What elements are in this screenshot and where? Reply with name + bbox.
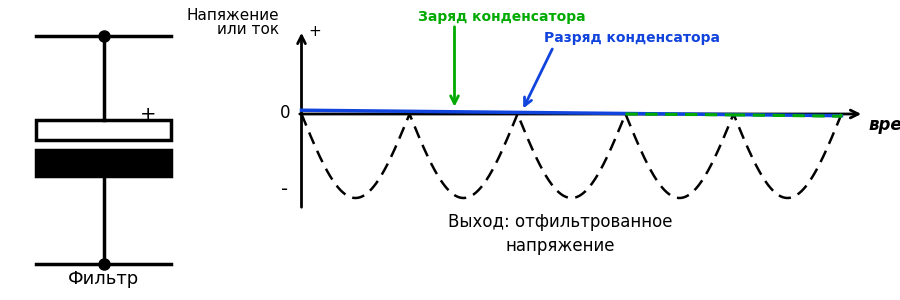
Bar <box>36 150 171 176</box>
Bar <box>36 120 171 140</box>
Text: -: - <box>281 179 288 199</box>
Text: 0: 0 <box>280 103 291 122</box>
Text: Разряд конденсатора: Разряд конденсатора <box>544 31 721 45</box>
Text: Заряд конденсатора: Заряд конденсатора <box>418 10 586 24</box>
Text: +: + <box>140 104 156 124</box>
Text: Выход: отфильтрованное: Выход: отфильтрованное <box>448 213 673 231</box>
Text: Напяжение: Напяжение <box>186 8 279 22</box>
Text: время: время <box>868 116 900 134</box>
Text: или ток: или ток <box>217 22 279 38</box>
Text: напряжение: напряжение <box>506 237 616 255</box>
Text: Фильтр: Фильтр <box>68 270 140 288</box>
Text: +: + <box>309 24 321 39</box>
